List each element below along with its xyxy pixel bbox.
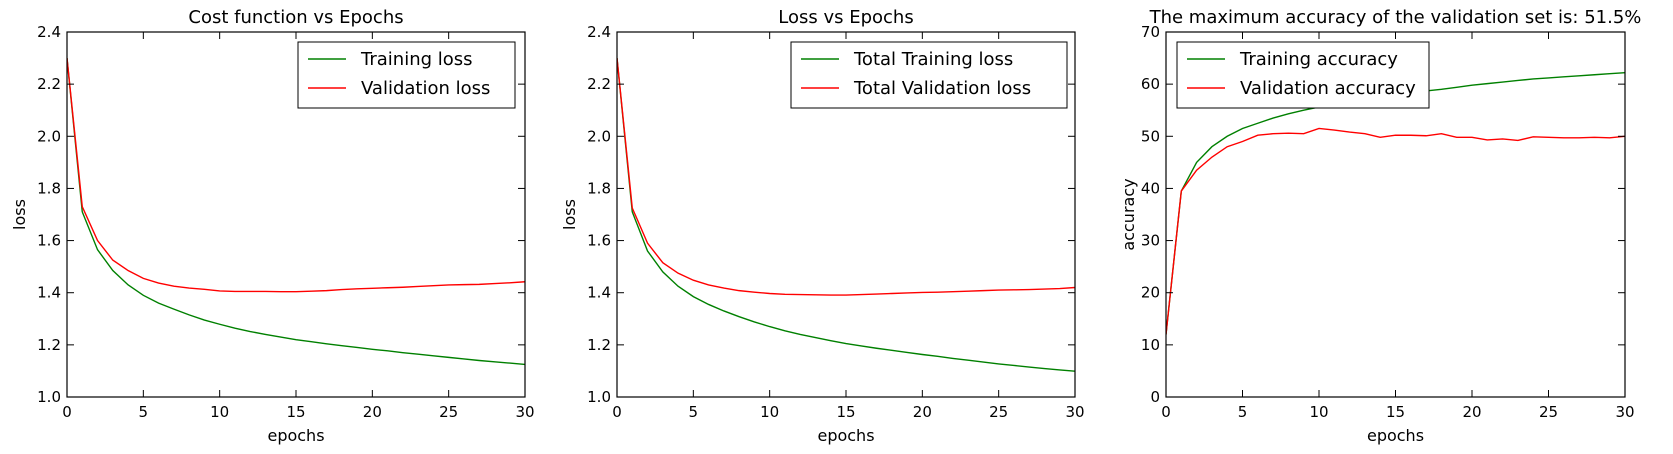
- y-tick-label: 50: [1141, 127, 1160, 145]
- y-tick-label: 70: [1141, 23, 1160, 41]
- series-line-1: [67, 58, 525, 366]
- legend-box: [790, 41, 1068, 109]
- chart-title: Cost function vs Epochs: [188, 7, 403, 28]
- legend-label-2: Validation loss: [361, 78, 490, 99]
- x-tick-label: 5: [1238, 403, 1248, 421]
- x-tick-label: 25: [439, 403, 458, 421]
- y-tick-label: 1.2: [37, 336, 61, 354]
- x-tick-label: 30: [1065, 403, 1084, 421]
- x-tick-label: 0: [612, 403, 622, 421]
- legend-label-1: Total Training loss: [853, 49, 1013, 70]
- y-tick-label: 30: [1141, 232, 1160, 250]
- y-tick-label: 1.0: [37, 388, 61, 406]
- y-tick-label: 2.4: [37, 23, 61, 41]
- x-tick-label: 10: [1309, 403, 1328, 421]
- y-tick-label: 1.4: [37, 284, 61, 302]
- x-tick-label: 25: [989, 403, 1008, 421]
- y-tick-label: 2.2: [587, 75, 611, 93]
- y-tick-label: 40: [1141, 179, 1160, 197]
- x-tick-label: 5: [689, 403, 699, 421]
- x-tick-label: 10: [210, 403, 229, 421]
- chart-panel-1: 0 5 10 15 20 25 30 1.0 1.2 1.4 1.6 1.8 2.0 2.2 2.4 Cost…: [10, 7, 535, 445]
- y-tick-label: 1.6: [37, 232, 61, 250]
- x-tick-label: 20: [363, 403, 382, 421]
- x-tick-label: 25: [1539, 403, 1558, 421]
- y-tick-label: 1.4: [587, 284, 611, 302]
- series-line-2: [1166, 127, 1625, 335]
- x-axis-label: epochs: [1367, 426, 1424, 445]
- x-tick-label: 20: [913, 403, 932, 421]
- legend-label-2: Validation accuracy: [1240, 78, 1416, 99]
- x-axis-label: epochs: [817, 426, 874, 445]
- chart-title: Loss vs Epochs: [778, 7, 913, 28]
- x-tick-label: 5: [139, 403, 149, 421]
- y-axis-label: accuracy: [1119, 178, 1138, 250]
- y-axis-label: loss: [10, 199, 29, 230]
- y-tick-label: 10: [1141, 336, 1160, 354]
- chart-panel-2: 0 5 10 15 20 25 30 1.0 1.2 1.4 1.6 1.8 2.0 2.2 2.4 Loss…: [560, 7, 1085, 445]
- legend-label-1: Training accuracy: [1239, 49, 1398, 70]
- chart-title: The maximum accuracy of the validation s…: [1149, 7, 1642, 28]
- y-tick-label: 2.0: [37, 127, 61, 145]
- legend-box: [297, 41, 516, 109]
- series-line-2: [67, 57, 525, 293]
- y-axis-label: loss: [560, 199, 579, 230]
- legend-label-1: Training loss: [360, 49, 473, 70]
- legend-box: [1176, 41, 1430, 109]
- y-tick-label: 0: [1150, 388, 1160, 406]
- y-tick-label: 2.4: [587, 23, 611, 41]
- y-tick-label: 60: [1141, 75, 1160, 93]
- legend-label-2: Total Validation loss: [853, 78, 1031, 99]
- legend: Total Training loss Total Validation loss: [790, 41, 1068, 109]
- y-tick-label: 1.8: [587, 179, 611, 197]
- series-line-1: [617, 58, 1075, 372]
- legend: Training accuracy Validation accuracy: [1176, 41, 1430, 109]
- x-axis-label: epochs: [267, 426, 324, 445]
- x-tick-label: 15: [1386, 403, 1405, 421]
- y-tick-label: 1.0: [587, 388, 611, 406]
- x-tick-label: 15: [286, 403, 305, 421]
- y-tick-label: 2.0: [587, 127, 611, 145]
- x-tick-label: 20: [1462, 403, 1481, 421]
- x-tick-label: 0: [1161, 403, 1171, 421]
- x-tick-label: 30: [1615, 403, 1634, 421]
- y-tick-label: 20: [1141, 284, 1160, 302]
- x-tick-label: 15: [836, 403, 855, 421]
- y-tick-label: 1.6: [587, 232, 611, 250]
- x-tick-label: 30: [515, 403, 534, 421]
- y-tick-label: 2.2: [37, 75, 61, 93]
- series-line-2: [617, 57, 1075, 296]
- legend: Training loss Validation loss: [297, 41, 516, 109]
- x-tick-label: 10: [760, 403, 779, 421]
- y-tick-label: 1.8: [37, 179, 61, 197]
- y-tick-label: 1.2: [587, 336, 611, 354]
- x-tick-label: 0: [62, 403, 72, 421]
